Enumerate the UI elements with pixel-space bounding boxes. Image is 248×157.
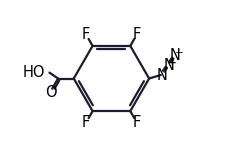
- Text: F: F: [133, 27, 141, 42]
- Text: N: N: [163, 58, 174, 73]
- Text: F: F: [82, 27, 90, 42]
- Text: N: N: [170, 48, 181, 63]
- Text: F: F: [133, 115, 141, 130]
- Text: +: +: [168, 58, 177, 68]
- Text: −: −: [175, 48, 183, 58]
- Text: O: O: [45, 85, 57, 100]
- Text: F: F: [82, 115, 90, 130]
- Text: N: N: [156, 68, 167, 83]
- Text: HO: HO: [23, 65, 45, 80]
